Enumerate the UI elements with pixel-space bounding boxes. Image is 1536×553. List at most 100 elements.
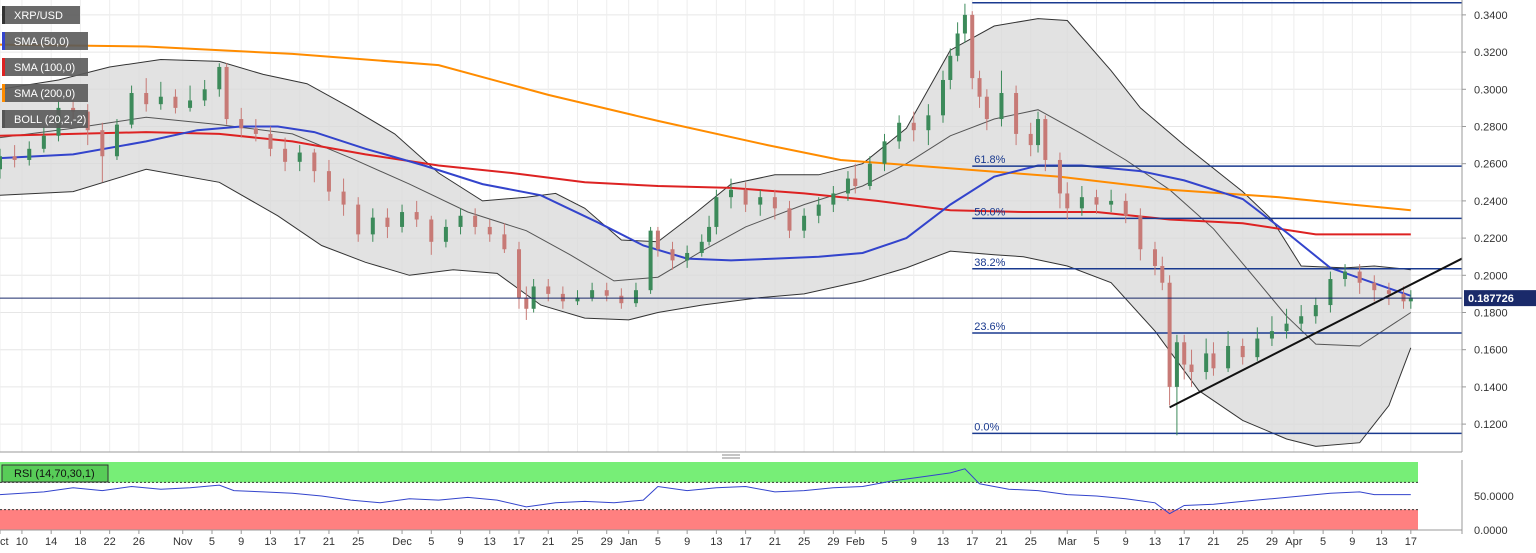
date-tick-label: 5 bbox=[209, 536, 215, 548]
candle-body bbox=[1036, 119, 1041, 146]
candle-body bbox=[473, 215, 478, 227]
bollinger-area bbox=[0, 18, 1411, 447]
date-tick-label: 14 bbox=[45, 536, 57, 548]
date-tick-label: 13 bbox=[937, 536, 949, 548]
legend-swatch bbox=[2, 110, 5, 128]
legend-label: SMA (200,0) bbox=[14, 88, 75, 100]
candle-body bbox=[926, 115, 931, 131]
date-tick-label: 21 bbox=[542, 536, 554, 548]
date-tick-label: 9 bbox=[1123, 536, 1129, 548]
candle-body bbox=[458, 215, 463, 227]
price-tick-label: 0.2400 bbox=[1474, 196, 1508, 208]
candle-body bbox=[1109, 200, 1114, 205]
candle-body bbox=[619, 295, 624, 304]
candle-body bbox=[429, 219, 434, 242]
candle-body bbox=[502, 234, 507, 250]
legend-swatch bbox=[2, 58, 5, 76]
legend-box bbox=[2, 110, 88, 128]
date-tick-label: Nov bbox=[173, 536, 193, 548]
candle-body bbox=[1372, 282, 1377, 291]
legend-label: XRP/USD bbox=[14, 10, 63, 22]
candle-body bbox=[239, 119, 244, 129]
legend-swatch bbox=[2, 6, 5, 24]
date-tick-label: 5 bbox=[881, 536, 887, 548]
candle-body bbox=[853, 178, 858, 187]
candle-body bbox=[524, 297, 529, 309]
price-tick-label: 0.2600 bbox=[1474, 159, 1508, 171]
date-tick-label: 5 bbox=[428, 536, 434, 548]
date-tick-label: 21 bbox=[769, 536, 781, 548]
date-axis: Oct 10 14 18 22 26 Nov 5 9 13 17 21 25 Dec 5 9 13 17 21 25 2… bbox=[0, 529, 1462, 548]
candle-body bbox=[743, 189, 748, 205]
bollinger-mid-line bbox=[0, 109, 1412, 347]
candle-body bbox=[268, 133, 273, 149]
candle-body bbox=[114, 124, 119, 157]
fib-level-label: 38.2% bbox=[974, 257, 1005, 269]
candle-body bbox=[1401, 293, 1406, 302]
fib-level-label: 0.0% bbox=[974, 421, 999, 433]
candle-body bbox=[575, 297, 580, 302]
bollinger-band-fill bbox=[0, 18, 1411, 447]
candle-body bbox=[27, 148, 32, 160]
price-tick-label: 0.3200 bbox=[1474, 47, 1508, 59]
price-tick-label: 0.3400 bbox=[1474, 10, 1508, 22]
candle-body bbox=[1167, 282, 1172, 387]
date-tick-label: 25 bbox=[352, 536, 364, 548]
date-tick-label: 13 bbox=[1149, 536, 1161, 548]
legend-box bbox=[2, 6, 80, 24]
candle-body bbox=[1299, 316, 1304, 324]
candle-body bbox=[977, 78, 982, 97]
candle-body bbox=[1255, 338, 1260, 358]
date-tick-label: 21 bbox=[995, 536, 1007, 548]
price-tick-label: 0.2800 bbox=[1474, 121, 1508, 133]
sma-50-line bbox=[0, 125, 1412, 297]
date-tick-label: 18 bbox=[74, 536, 86, 548]
candle-body bbox=[758, 197, 763, 205]
legend-swatch bbox=[2, 84, 5, 102]
date-tick-label: 17 bbox=[739, 536, 751, 548]
date-tick-label: 25 bbox=[571, 536, 583, 548]
trendline bbox=[1169, 257, 1463, 409]
candle-body bbox=[1240, 345, 1245, 358]
price-tick-label: 0.1400 bbox=[1474, 382, 1508, 394]
candle-body bbox=[707, 226, 712, 242]
candle-body bbox=[955, 33, 960, 56]
candle-body bbox=[604, 290, 609, 296]
candle-body bbox=[845, 178, 850, 194]
candle-body bbox=[129, 93, 134, 125]
candle-body bbox=[772, 197, 777, 209]
candle-body bbox=[1014, 93, 1019, 134]
candle-body bbox=[400, 212, 405, 227]
candle-body bbox=[326, 171, 331, 192]
candle-body bbox=[1182, 342, 1187, 365]
date-tick-label: 17 bbox=[294, 536, 306, 548]
candle-body bbox=[1043, 119, 1048, 160]
date-tick-label: 13 bbox=[484, 536, 496, 548]
candle-body bbox=[1189, 364, 1194, 373]
candle-body bbox=[590, 290, 595, 298]
bollinger-lower-line bbox=[0, 168, 1412, 447]
candle-body bbox=[100, 130, 105, 157]
date-tick-label: 29 bbox=[827, 536, 839, 548]
date-tick-label: Apr bbox=[1285, 536, 1302, 548]
fib-level-label: 23.6% bbox=[974, 321, 1005, 333]
sma-200-line bbox=[0, 43, 1411, 212]
candle-body bbox=[831, 193, 836, 205]
candle-body bbox=[224, 66, 229, 120]
date-tick-label: 9 bbox=[1349, 536, 1355, 548]
price-tick-label: 0.2000 bbox=[1474, 270, 1508, 282]
candle-body bbox=[253, 128, 258, 134]
support-trendline bbox=[1169, 257, 1463, 409]
candle-body bbox=[984, 96, 989, 120]
candle-body bbox=[1269, 331, 1274, 339]
date-tick-label: Dec bbox=[392, 536, 412, 548]
candle-body bbox=[414, 212, 419, 220]
date-tick-label: 21 bbox=[323, 536, 335, 548]
candle-body bbox=[1284, 323, 1289, 332]
date-tick-label: 5 bbox=[1320, 536, 1326, 548]
candle-body bbox=[1160, 265, 1165, 283]
candle-body bbox=[341, 191, 346, 205]
price-axis: 0.3400 0.3200 0.3000 0.2800 0.2600 0.2400 0.22… bbox=[722, 0, 1536, 459]
date-tick-label: Jan bbox=[620, 536, 638, 548]
